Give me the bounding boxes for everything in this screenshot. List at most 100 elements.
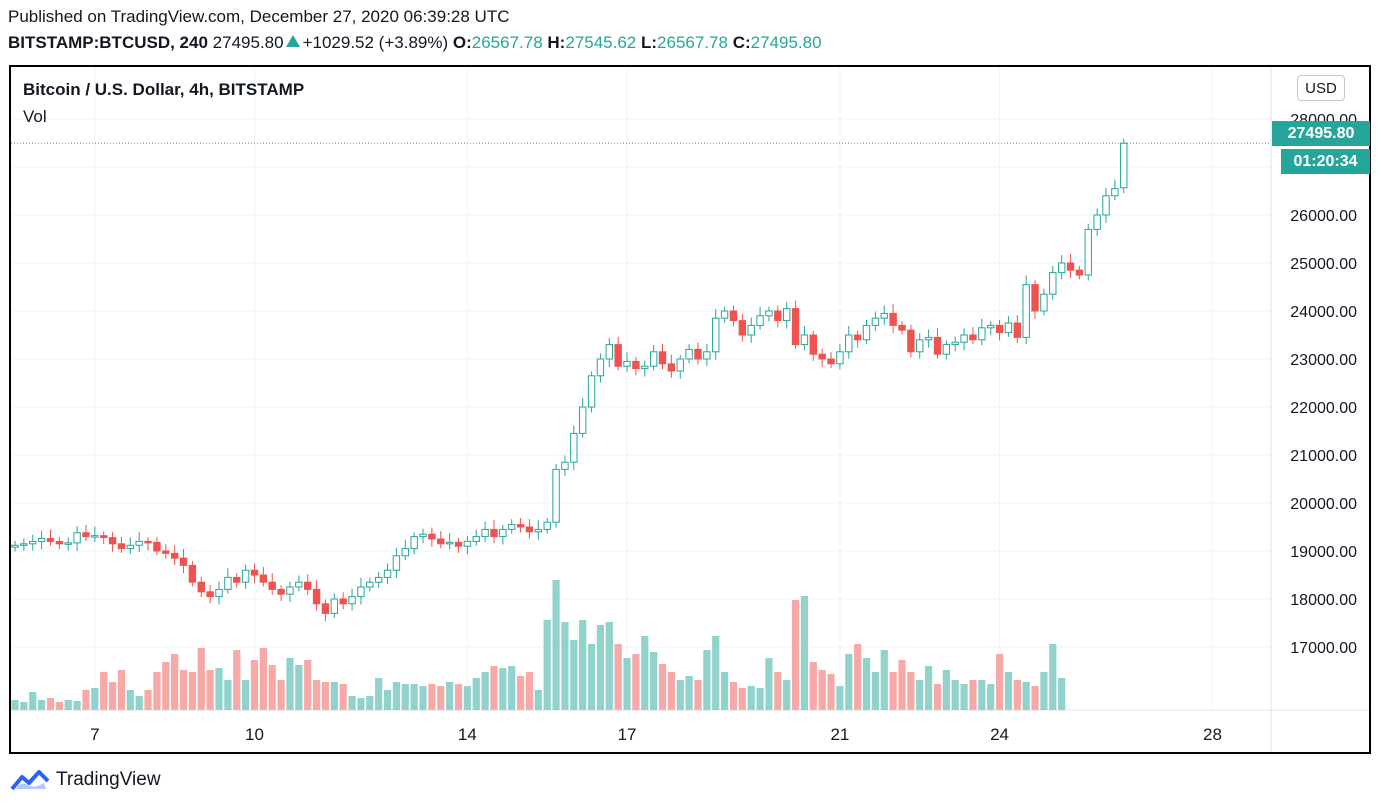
candle-body bbox=[135, 540, 143, 546]
volume-bar bbox=[295, 665, 303, 710]
candle-body bbox=[321, 603, 330, 614]
candle-body bbox=[188, 564, 197, 583]
volume-bar bbox=[224, 680, 232, 710]
last-price: 27495.80 bbox=[212, 33, 284, 52]
volume-bar bbox=[658, 664, 667, 710]
candle-body bbox=[100, 535, 108, 539]
volume-bar bbox=[499, 668, 507, 710]
chart-legend-title[interactable]: Bitcoin / U.S. Dollar, 4h, BITSTAMP bbox=[23, 80, 305, 99]
candle-body bbox=[809, 334, 817, 355]
candle-body bbox=[641, 365, 649, 370]
volume-bar bbox=[82, 690, 90, 710]
volume-bar bbox=[46, 698, 55, 710]
candle-body bbox=[889, 312, 897, 326]
candle-body bbox=[437, 538, 445, 545]
candle-body bbox=[37, 538, 46, 542]
volume-bar bbox=[747, 686, 755, 710]
y-tick-label: 25000.00 bbox=[1290, 256, 1357, 273]
candle-body bbox=[410, 536, 418, 550]
candle-body bbox=[304, 581, 312, 590]
candle-body bbox=[969, 334, 977, 341]
candle-body bbox=[463, 540, 472, 547]
x-tick-label: 28 bbox=[1203, 725, 1222, 744]
candle-body bbox=[845, 334, 853, 353]
candle-body bbox=[153, 541, 161, 552]
volume-bar bbox=[11, 700, 19, 710]
volume-bar bbox=[277, 680, 285, 710]
candle-body bbox=[578, 406, 587, 434]
candle-body bbox=[818, 353, 826, 360]
candle-body bbox=[419, 533, 427, 538]
candle-body bbox=[428, 533, 436, 540]
candle-body bbox=[614, 344, 622, 367]
candle-body bbox=[1066, 262, 1075, 271]
volume-bar bbox=[596, 625, 605, 710]
volume-bar bbox=[667, 672, 675, 710]
volume-bar bbox=[1004, 672, 1013, 710]
candle-body bbox=[871, 317, 880, 326]
volume-bar bbox=[534, 690, 542, 710]
volume-bar bbox=[836, 686, 844, 710]
candle-body bbox=[924, 336, 933, 341]
candle-body bbox=[170, 552, 179, 559]
candle-body bbox=[685, 348, 693, 360]
candle-body bbox=[1084, 228, 1092, 276]
y-tick-label: 19000.00 bbox=[1290, 544, 1357, 561]
low-label: L: bbox=[641, 33, 658, 52]
volume-bar bbox=[29, 692, 37, 710]
candle-body bbox=[1057, 262, 1066, 274]
x-tick-label: 14 bbox=[458, 725, 477, 744]
candle-body bbox=[490, 528, 498, 538]
volume-bar bbox=[641, 636, 649, 710]
candle-body bbox=[374, 576, 383, 583]
volume-bar bbox=[694, 680, 702, 710]
candle-body bbox=[1075, 269, 1084, 276]
y-tick-label: 26000.00 bbox=[1290, 208, 1357, 225]
volume-bar bbox=[995, 654, 1004, 710]
candle-body bbox=[960, 334, 968, 343]
volume-bar bbox=[330, 682, 338, 710]
bar-countdown-tag: 01:20:34 bbox=[1281, 149, 1370, 174]
candle-body bbox=[667, 363, 676, 372]
currency-button[interactable]: USD bbox=[1297, 75, 1345, 101]
candle-body bbox=[144, 540, 152, 544]
volume-legend[interactable]: Vol bbox=[23, 107, 47, 126]
x-tick-label: 10 bbox=[245, 725, 264, 744]
candle-body bbox=[720, 310, 729, 319]
candle-body bbox=[942, 344, 951, 355]
volume-bar bbox=[969, 680, 977, 710]
volume-bar bbox=[419, 686, 427, 710]
candle-body bbox=[224, 576, 232, 590]
chart-frame bbox=[9, 65, 1371, 754]
candle-body bbox=[259, 574, 268, 583]
candle-body bbox=[383, 569, 392, 578]
last-price-tag: 27495.80 bbox=[1272, 121, 1370, 146]
footer-brand[interactable]: TradingView bbox=[10, 769, 161, 791]
candle-body bbox=[916, 339, 924, 353]
volume-bar bbox=[366, 696, 374, 710]
candle-body bbox=[534, 528, 543, 533]
candle-body bbox=[605, 344, 613, 360]
candle-body bbox=[392, 555, 401, 571]
candle-body bbox=[162, 550, 170, 554]
volume-bar bbox=[703, 650, 711, 710]
candle-body bbox=[1004, 322, 1013, 334]
volume-bar bbox=[401, 684, 409, 710]
volume-bar bbox=[437, 686, 445, 710]
volume-bar bbox=[126, 690, 134, 710]
volume-bar bbox=[738, 688, 746, 710]
volume-bar bbox=[889, 672, 897, 710]
volume-bar bbox=[304, 660, 312, 710]
candle-body bbox=[836, 351, 844, 365]
candle-body bbox=[82, 532, 90, 538]
candle-body bbox=[1013, 322, 1022, 338]
candle-body bbox=[827, 358, 835, 365]
volume-bar bbox=[428, 684, 436, 710]
candle-body bbox=[978, 327, 986, 341]
candle-body bbox=[853, 334, 862, 341]
price-chart[interactable]: 17000.00 18000.00 19000.00 20000.00 21000.00… bbox=[11, 67, 1369, 752]
candle-body bbox=[800, 334, 809, 346]
price-change: +1029.52 (+3.89%) bbox=[302, 33, 449, 52]
up-arrow-icon bbox=[285, 35, 300, 47]
volume-bar bbox=[898, 660, 906, 710]
